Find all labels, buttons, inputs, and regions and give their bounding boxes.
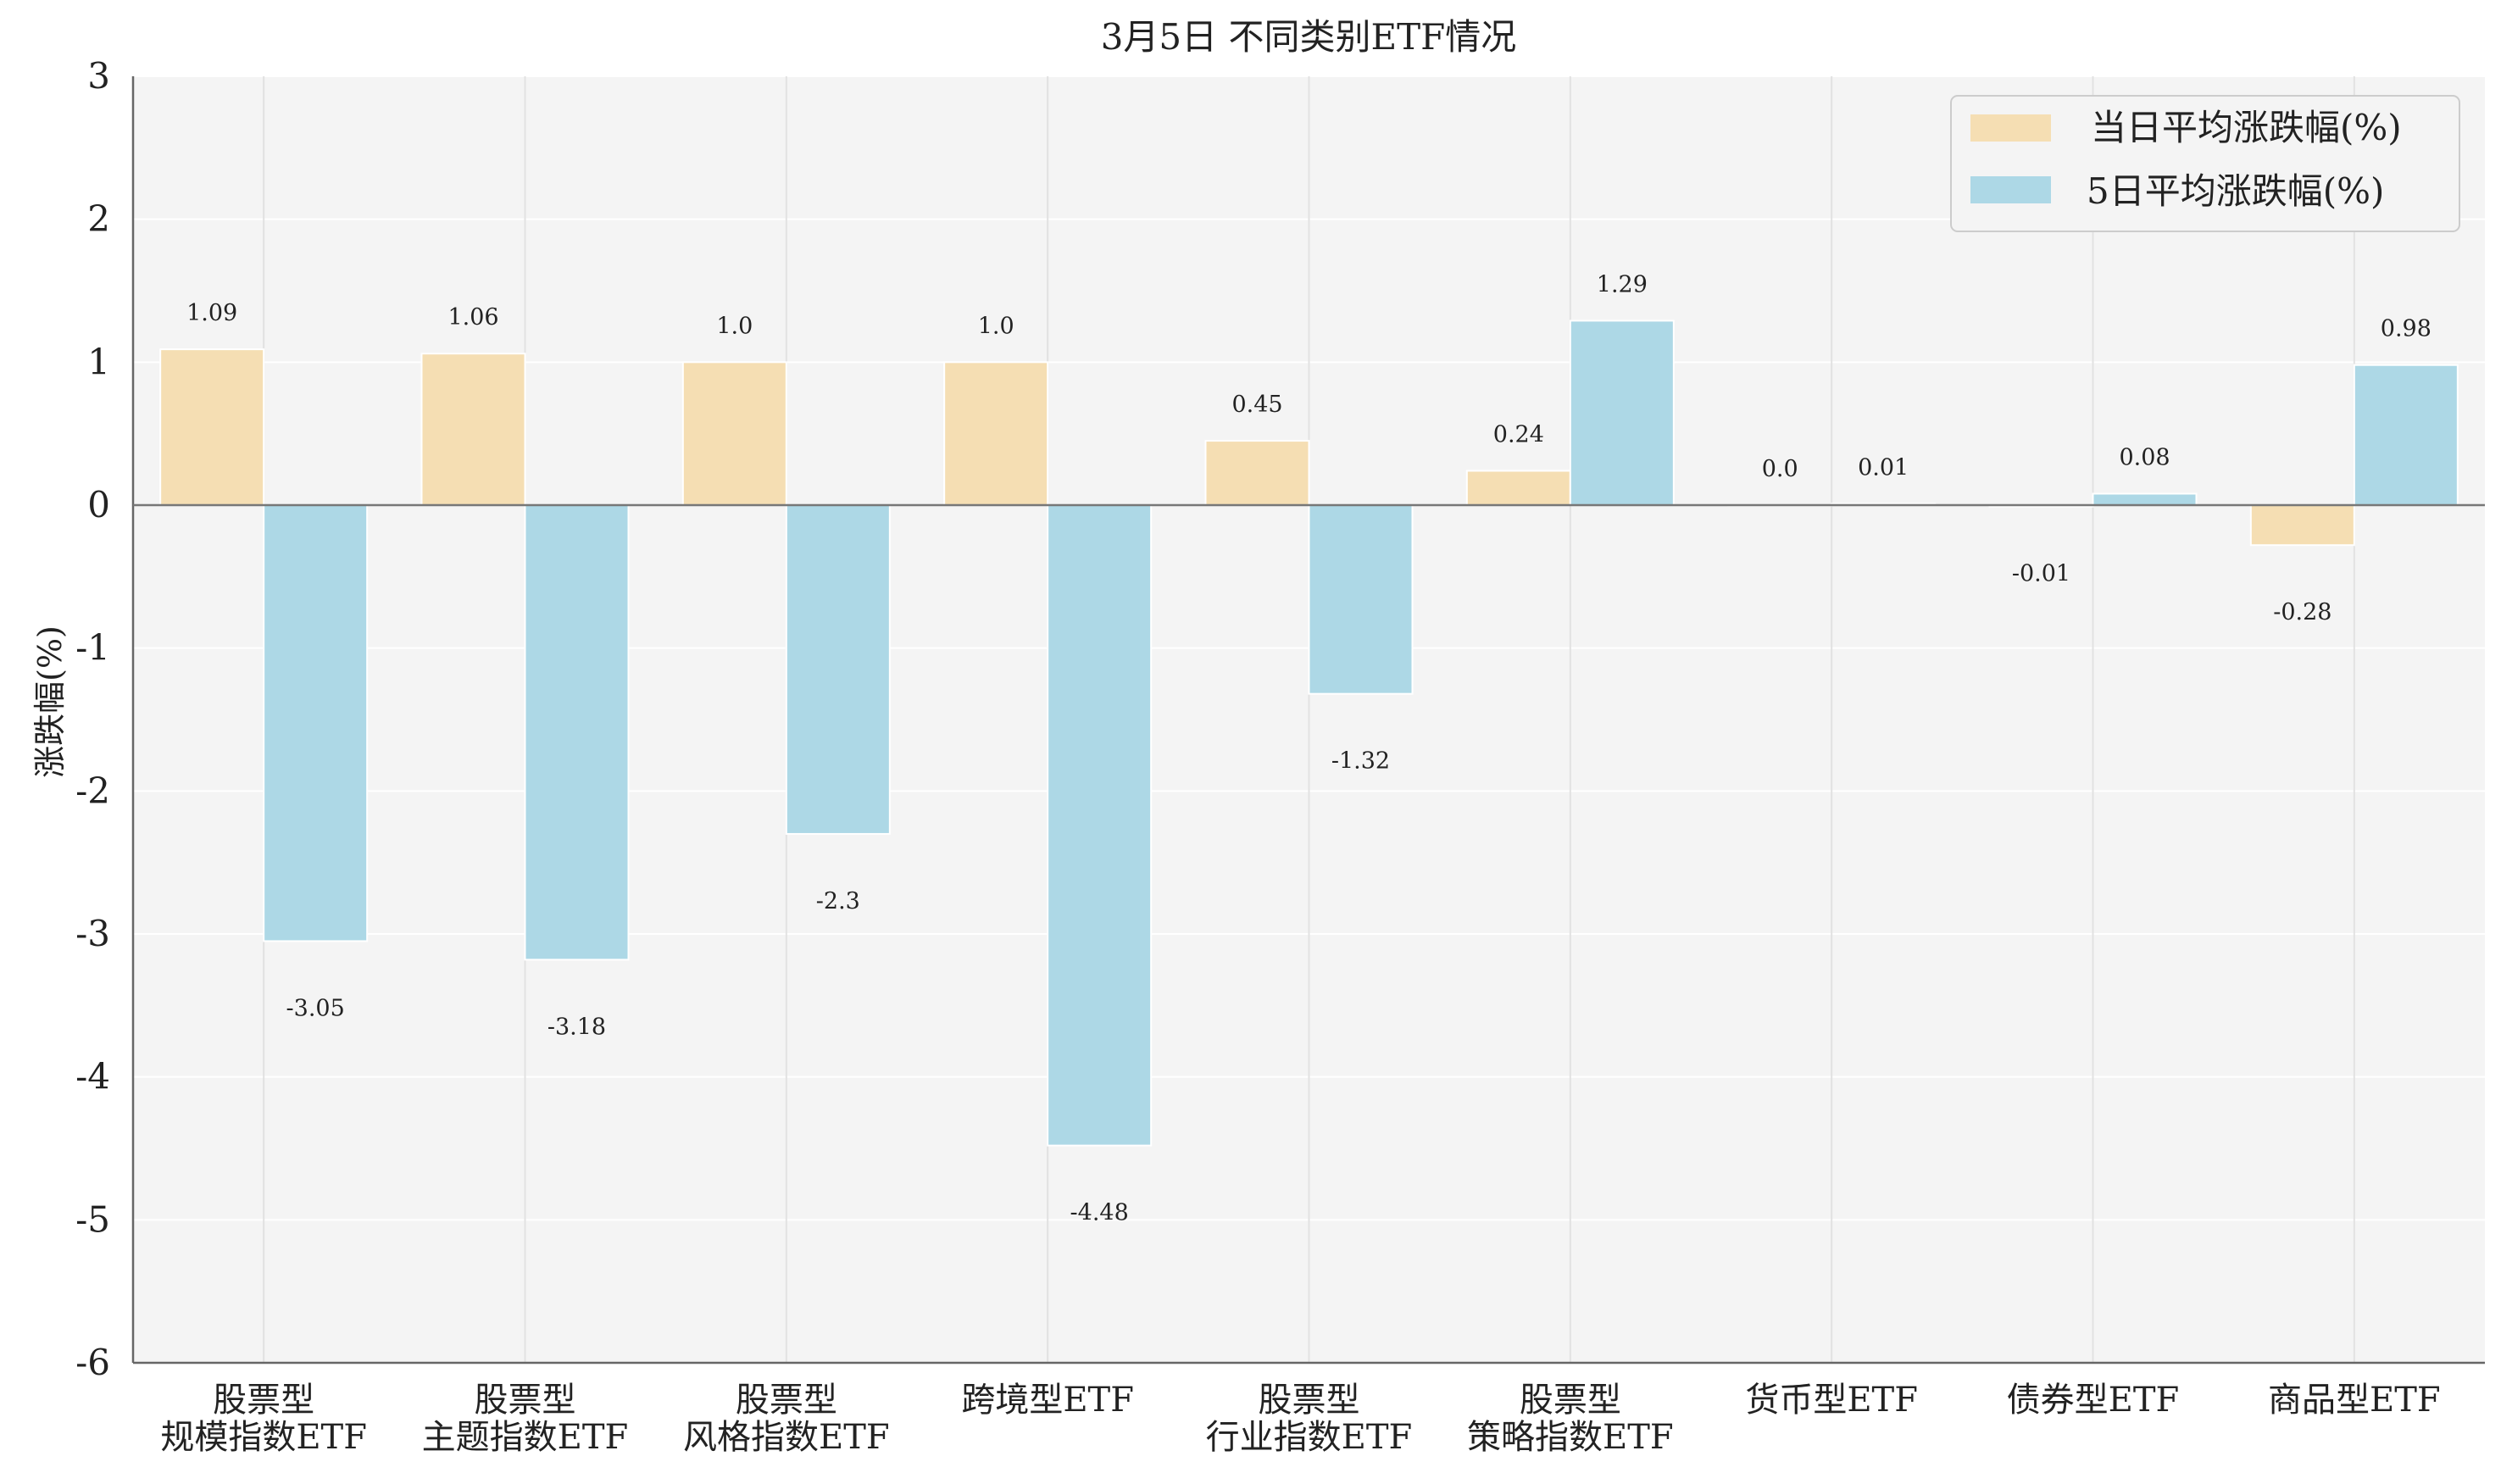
bar-5day <box>1047 504 1153 1147</box>
x-tick-label: 商品型ETF <box>2268 1381 2441 1420</box>
data-label: -2.3 <box>816 888 860 914</box>
bar-daily <box>1204 440 1310 506</box>
legend-box <box>1950 95 2460 232</box>
data-label: 0.01 <box>1858 454 1909 481</box>
legend-label-daily: 当日平均涨跌幅(%) <box>2091 107 2402 148</box>
data-label: -0.28 <box>2273 599 2331 625</box>
bars <box>159 320 2459 1147</box>
x-tick-label: 股票型 <box>736 1381 837 1420</box>
data-label: 0.24 <box>1493 422 1544 448</box>
data-label: 0.98 <box>2381 316 2432 342</box>
y-tick-label: 0 <box>87 484 110 525</box>
bar-5day <box>1569 320 1675 507</box>
legend-swatch-daily <box>1970 114 2051 142</box>
bar-5day <box>263 504 369 942</box>
x-tick-label: 货币型ETF <box>1745 1381 1918 1420</box>
bar-5day <box>1308 504 1414 695</box>
data-label: 0.45 <box>1231 392 1282 418</box>
chart-title: 3月5日 不同类别ETF情况 <box>1101 16 1517 58</box>
bar-5day <box>524 504 630 961</box>
data-labels: 1.09 1.06 1.0 1.0 0.45 0.24 0.0 -0.01 -0.28 -3.05… <box>186 271 2432 1226</box>
x-tick-label: 债券型ETF <box>2007 1381 2180 1420</box>
bar-daily <box>681 361 787 507</box>
y-tick-label: 3 <box>87 55 110 97</box>
legend: 当日平均涨跌幅(%) 5日平均涨跌幅(%) <box>1950 95 2460 232</box>
bar-daily <box>943 361 1049 507</box>
x-tick-label: 股票型 <box>1259 1381 1360 1420</box>
bar-daily <box>420 353 526 507</box>
bar-daily <box>159 348 265 506</box>
legend-swatch-5day <box>1970 176 2051 203</box>
y-tick-label: -1 <box>75 627 110 669</box>
data-label: -0.01 <box>2012 561 2070 587</box>
x-tick-label: 行业指数ETF <box>1206 1418 1413 1457</box>
data-label: -3.18 <box>547 1014 606 1040</box>
x-tick-label: 股票型 <box>475 1381 576 1420</box>
data-label: 1.06 <box>447 304 498 331</box>
y-tick-label: -6 <box>75 1342 110 1383</box>
bar-daily <box>2249 504 2355 547</box>
y-tick-label: 2 <box>87 198 110 240</box>
data-label: 1.0 <box>978 313 1014 339</box>
x-tick-label: 策略指数ETF <box>1467 1418 1674 1457</box>
bar-5day <box>2353 364 2459 506</box>
legend-label-5day: 5日平均涨跌幅(%) <box>2087 170 2384 212</box>
x-tick-label: 主题指数ETF <box>422 1418 629 1457</box>
data-label: 0.0 <box>1762 456 1798 482</box>
y-axis-label: 涨跌幅(%) <box>31 625 69 778</box>
data-label: 0.08 <box>2119 445 2170 471</box>
y-tick-label: -4 <box>75 1056 110 1098</box>
x-tick-label: 风格指数ETF <box>683 1418 890 1457</box>
data-label: -3.05 <box>286 995 345 1021</box>
data-label: -1.32 <box>1331 748 1390 775</box>
x-tick-label: 规模指数ETF <box>160 1418 367 1457</box>
y-tick-label: -5 <box>75 1198 110 1240</box>
y-tick-label: -2 <box>75 770 110 811</box>
data-label: 1.29 <box>1597 271 1648 297</box>
y-tick-labels: 3 2 1 0 -1 -2 -3 -4 -5 -6 <box>75 55 110 1383</box>
data-label: 1.0 <box>716 313 753 339</box>
bar-5day <box>2092 492 2198 506</box>
y-tick-label: 1 <box>87 341 110 382</box>
data-label: 1.09 <box>186 300 237 326</box>
bar-5day <box>785 504 891 835</box>
axes <box>131 76 2485 1365</box>
bar-daily <box>1465 470 1571 507</box>
x-tick-label: 跨境型ETF <box>961 1381 1134 1420</box>
data-label: -4.48 <box>1070 1200 1129 1226</box>
y-tick-label: -3 <box>75 913 110 954</box>
x-tick-label: 股票型 <box>213 1381 314 1420</box>
x-tick-label: 股票型 <box>1520 1381 1621 1420</box>
